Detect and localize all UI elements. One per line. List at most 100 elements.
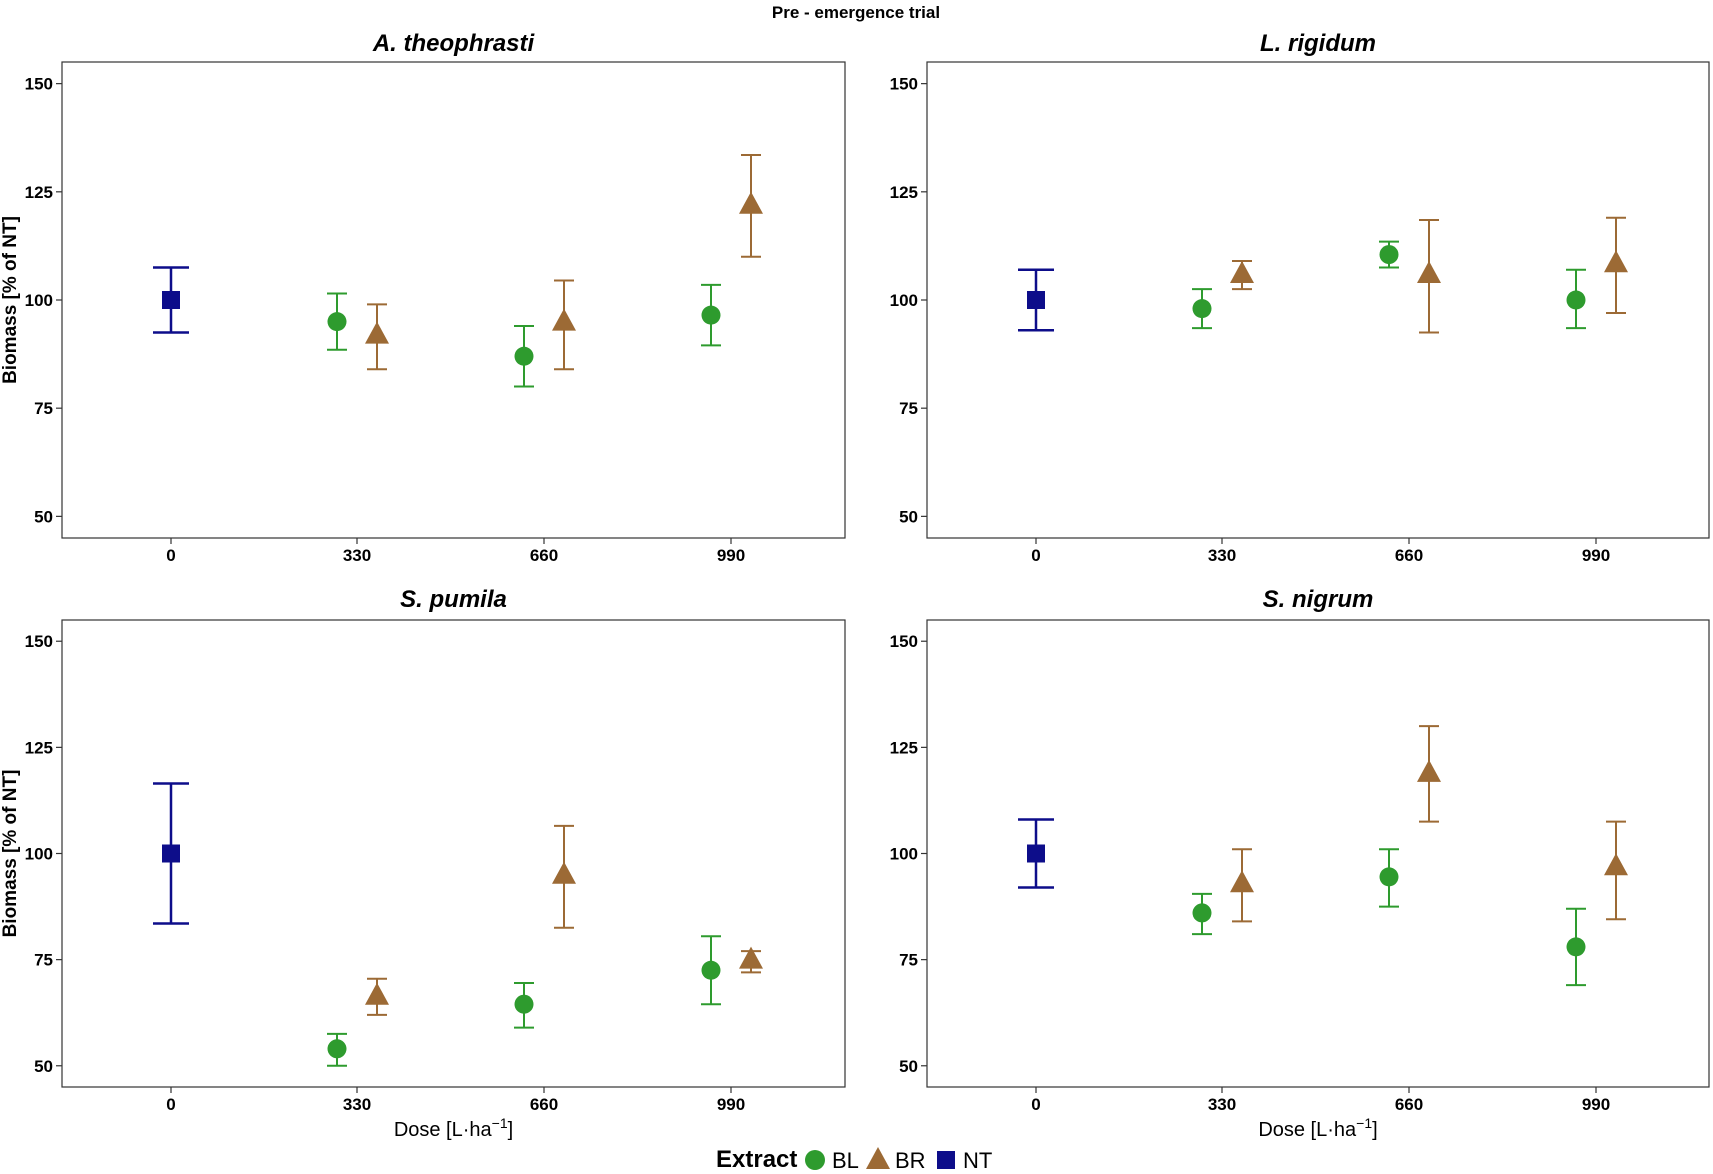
data-point-NT — [162, 291, 180, 309]
y-axis-label: Biomass [% of NT] — [0, 216, 21, 384]
x-tick-label: 0 — [1031, 1095, 1040, 1114]
legend-item-NT: NT — [937, 1148, 992, 1173]
data-point-BL — [1566, 290, 1586, 310]
data-point-BL — [1192, 903, 1212, 923]
y-tick-label: 75 — [899, 399, 918, 418]
series-NT — [153, 266, 189, 334]
x-tick-label: 0 — [166, 546, 175, 565]
legend-item-BR: BR — [866, 1147, 926, 1173]
series-BL — [327, 935, 721, 1067]
data-point-BR — [1417, 759, 1441, 782]
data-point-BR — [552, 861, 576, 884]
y-tick-label: 75 — [34, 399, 53, 418]
y-tick-label: 150 — [25, 75, 53, 94]
y-tick-label: 150 — [890, 632, 918, 651]
series-BL — [1192, 240, 1586, 330]
data-point-BL — [514, 346, 534, 366]
x-tick-label: 330 — [343, 546, 371, 565]
legend-marker-NT — [937, 1151, 955, 1169]
panel-title: S. pumila — [400, 586, 507, 613]
data-point-BR — [1417, 261, 1441, 284]
x-tick-label: 990 — [717, 546, 745, 565]
figure-title: Pre - emergence trial — [772, 3, 940, 22]
series-NT — [1018, 268, 1054, 332]
y-tick-label: 100 — [25, 845, 53, 864]
data-point-NT — [162, 844, 180, 863]
y-tick-label: 75 — [34, 951, 53, 970]
series-NT — [1018, 818, 1054, 889]
data-point-BR — [365, 321, 389, 344]
y-tick-label: 150 — [25, 632, 53, 651]
panel-title: S. nigrum — [1263, 586, 1374, 613]
data-point-BL — [1566, 937, 1586, 957]
y-tick-label: 125 — [25, 183, 53, 202]
x-axis-label: Dose [L·ha−1] — [1258, 1115, 1377, 1141]
x-tick-label: 330 — [1208, 1095, 1236, 1114]
y-tick-label: 125 — [890, 738, 918, 757]
panel-2: L. rigidum 50 75 100 125 150 0 330 660 990 — [890, 30, 1710, 565]
data-point-BL — [514, 994, 534, 1014]
data-point-BR — [1230, 261, 1254, 284]
y-tick-label: 50 — [34, 1057, 53, 1076]
data-point-BL — [701, 305, 721, 325]
legend-item-BL: BL — [805, 1148, 859, 1173]
data-point-BL — [327, 312, 347, 332]
series-BR — [365, 154, 763, 371]
series-BR — [1230, 216, 1628, 334]
panels: A. theophrasti 50 75 100 125 150 0 330 660 990 Bio… — [0, 30, 1710, 1141]
legend-marker-BR — [866, 1147, 890, 1169]
y-tick-label: 75 — [899, 951, 918, 970]
data-point-BR — [739, 191, 763, 214]
legend-label: BR — [895, 1148, 926, 1173]
data-point-BR — [1604, 250, 1628, 273]
data-point-BR — [365, 982, 389, 1005]
panel-3: S. pumila 50 75 100 125 150 0 330 660 990 Biomass … — [0, 586, 846, 1141]
panel-4: S. nigrum 50 75 100 125 150 0 330 660 990 Dose [L·… — [890, 586, 1710, 1141]
x-tick-label: 0 — [166, 1095, 175, 1114]
legend: Extract BL BR NT — [716, 1146, 992, 1173]
legend-marker-BL — [805, 1150, 825, 1170]
data-point-NT — [1027, 291, 1045, 309]
x-tick-label: 330 — [1208, 546, 1236, 565]
series-BR — [1230, 725, 1628, 923]
x-axis-label: Dose [L·ha−1] — [394, 1115, 513, 1141]
data-point-BL — [327, 1039, 347, 1059]
x-tick-label: 660 — [530, 1095, 558, 1114]
y-tick-label: 50 — [899, 507, 918, 526]
data-point-BL — [1379, 245, 1399, 265]
legend-label: NT — [963, 1148, 992, 1173]
data-point-BR — [1604, 853, 1628, 876]
x-tick-label: 0 — [1031, 546, 1040, 565]
y-tick-label: 100 — [890, 845, 918, 864]
data-point-BR — [739, 946, 763, 969]
y-tick-label: 50 — [34, 507, 53, 526]
series-NT — [153, 782, 189, 925]
data-point-BL — [701, 960, 721, 980]
y-tick-label: 50 — [899, 1057, 918, 1076]
data-point-BL — [1379, 867, 1399, 887]
y-tick-label: 125 — [25, 738, 53, 757]
x-tick-label: 660 — [1395, 1095, 1423, 1114]
panel-title: A. theophrasti — [372, 30, 536, 57]
series-BL — [327, 283, 721, 388]
data-point-BR — [552, 308, 576, 331]
data-point-NT — [1027, 844, 1045, 863]
x-tick-label: 660 — [530, 546, 558, 565]
y-tick-label: 100 — [25, 291, 53, 310]
x-tick-label: 990 — [717, 1095, 745, 1114]
y-tick-label: 125 — [890, 183, 918, 202]
data-point-BR — [1230, 870, 1254, 893]
data-point-BL — [1192, 299, 1212, 319]
panel-title: L. rigidum — [1260, 30, 1376, 57]
x-tick-label: 330 — [343, 1095, 371, 1114]
series-BR — [365, 824, 763, 1016]
x-tick-label: 660 — [1395, 546, 1423, 565]
x-tick-label: 990 — [1582, 1095, 1610, 1114]
legend-title: Extract — [716, 1146, 797, 1173]
series-BL — [1192, 848, 1586, 987]
y-axis-label: Biomass [% of NT] — [0, 770, 21, 938]
legend-label: BL — [832, 1148, 859, 1173]
y-tick-label: 100 — [890, 291, 918, 310]
x-tick-label: 990 — [1582, 546, 1610, 565]
